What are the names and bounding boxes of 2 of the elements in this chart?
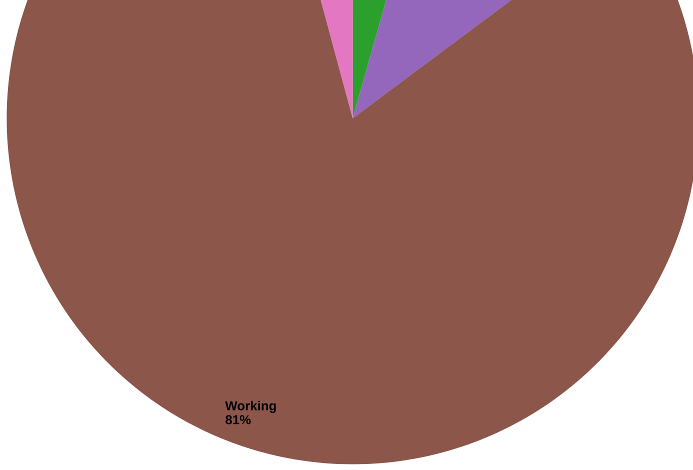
data-label: 81% xyxy=(226,415,251,424)
slice-label: Working xyxy=(225,400,276,413)
